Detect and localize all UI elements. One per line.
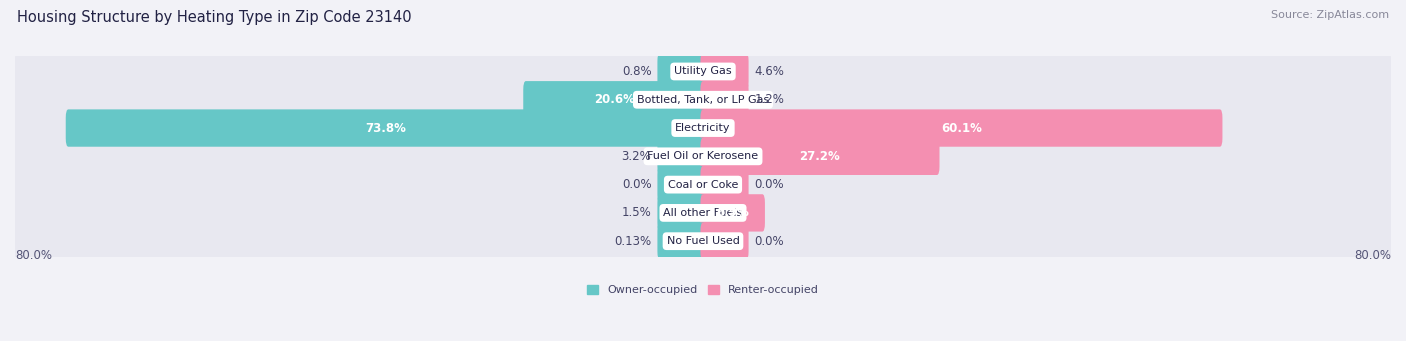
- Text: 80.0%: 80.0%: [15, 249, 52, 262]
- FancyBboxPatch shape: [658, 223, 706, 260]
- Text: Electricity: Electricity: [675, 123, 731, 133]
- Text: 3.2%: 3.2%: [621, 150, 651, 163]
- FancyBboxPatch shape: [15, 188, 1391, 238]
- Text: Coal or Coke: Coal or Coke: [668, 180, 738, 190]
- Text: All other Fuels: All other Fuels: [664, 208, 742, 218]
- FancyBboxPatch shape: [700, 194, 765, 232]
- Text: Source: ZipAtlas.com: Source: ZipAtlas.com: [1271, 10, 1389, 20]
- Text: 1.5%: 1.5%: [621, 206, 651, 219]
- FancyBboxPatch shape: [700, 223, 748, 260]
- Text: Bottled, Tank, or LP Gas: Bottled, Tank, or LP Gas: [637, 95, 769, 105]
- Text: 1.2%: 1.2%: [755, 93, 785, 106]
- Text: 0.13%: 0.13%: [614, 235, 651, 248]
- Text: 6.9%: 6.9%: [716, 206, 749, 219]
- Text: 27.2%: 27.2%: [800, 150, 841, 163]
- FancyBboxPatch shape: [658, 166, 706, 203]
- FancyBboxPatch shape: [15, 103, 1391, 153]
- Legend: Owner-occupied, Renter-occupied: Owner-occupied, Renter-occupied: [586, 285, 820, 295]
- FancyBboxPatch shape: [658, 53, 706, 90]
- FancyBboxPatch shape: [15, 74, 1391, 125]
- Text: 4.6%: 4.6%: [755, 65, 785, 78]
- Text: 0.0%: 0.0%: [755, 235, 785, 248]
- FancyBboxPatch shape: [700, 109, 1222, 147]
- Text: Fuel Oil or Kerosene: Fuel Oil or Kerosene: [647, 151, 759, 161]
- FancyBboxPatch shape: [15, 131, 1391, 182]
- Text: 73.8%: 73.8%: [366, 121, 406, 135]
- FancyBboxPatch shape: [658, 138, 706, 175]
- FancyBboxPatch shape: [700, 53, 748, 90]
- FancyBboxPatch shape: [15, 46, 1391, 97]
- Text: 0.8%: 0.8%: [621, 65, 651, 78]
- FancyBboxPatch shape: [658, 194, 706, 232]
- Text: 0.0%: 0.0%: [621, 178, 651, 191]
- FancyBboxPatch shape: [523, 81, 706, 118]
- Text: 0.0%: 0.0%: [755, 178, 785, 191]
- Text: 80.0%: 80.0%: [1354, 249, 1391, 262]
- FancyBboxPatch shape: [15, 159, 1391, 210]
- FancyBboxPatch shape: [700, 166, 748, 203]
- FancyBboxPatch shape: [700, 81, 748, 118]
- FancyBboxPatch shape: [15, 216, 1391, 267]
- FancyBboxPatch shape: [700, 138, 939, 175]
- Text: 60.1%: 60.1%: [941, 121, 981, 135]
- Text: No Fuel Used: No Fuel Used: [666, 236, 740, 246]
- Text: Housing Structure by Heating Type in Zip Code 23140: Housing Structure by Heating Type in Zip…: [17, 10, 412, 25]
- FancyBboxPatch shape: [66, 109, 706, 147]
- Text: 20.6%: 20.6%: [593, 93, 636, 106]
- Text: Utility Gas: Utility Gas: [675, 66, 731, 76]
